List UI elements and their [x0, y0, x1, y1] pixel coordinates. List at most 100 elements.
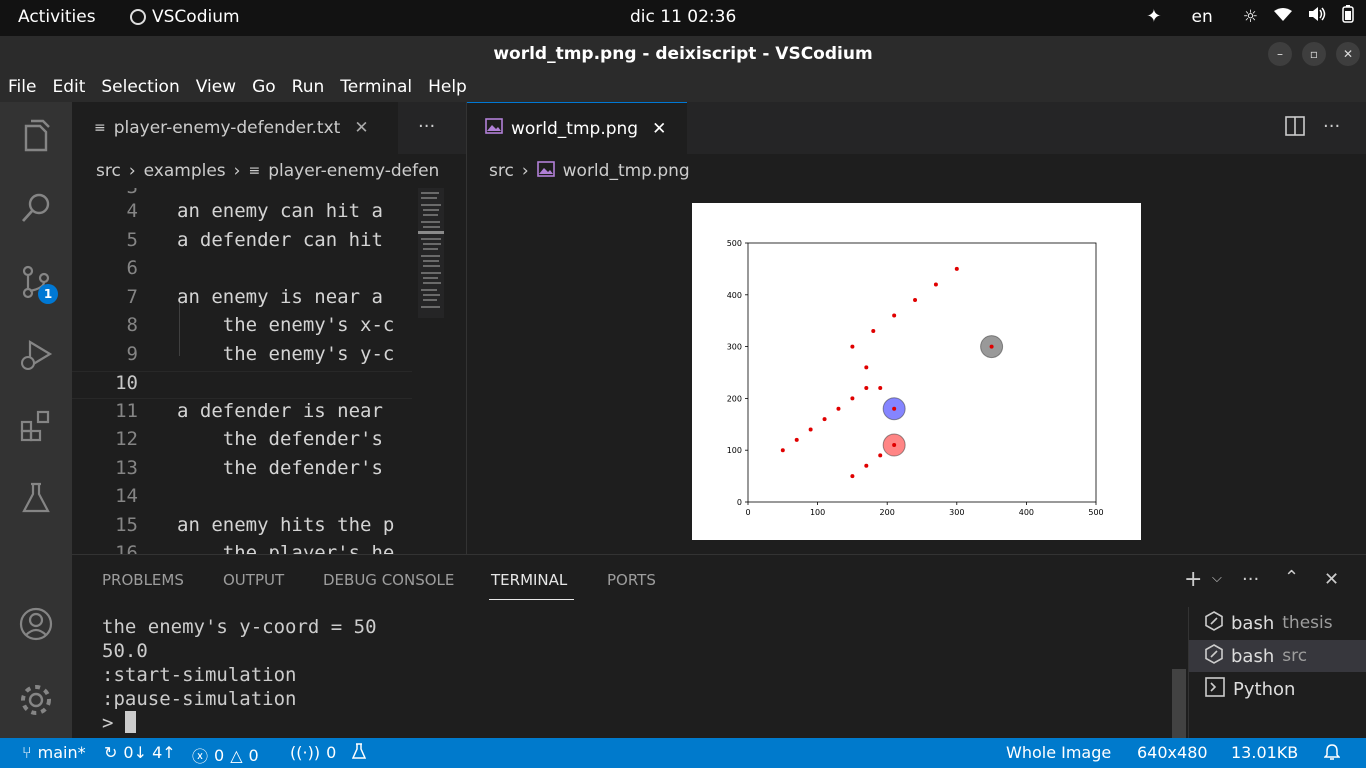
menu-selection[interactable]: Selection — [101, 77, 180, 97]
code-line-current: 10 — [72, 371, 412, 399]
new-terminal-icon[interactable]: + — [1184, 567, 1203, 592]
search-icon[interactable] — [18, 190, 54, 226]
run-debug-icon[interactable] — [18, 336, 54, 372]
activity-bar: 1 — [0, 102, 72, 738]
activities-button[interactable]: Activities — [18, 7, 96, 27]
x-tick-label: 0 — [745, 508, 750, 517]
more-actions-icon[interactable]: ··· — [418, 116, 436, 137]
chevron-down-icon[interactable]: ⌵ — [1212, 571, 1222, 586]
menu-file[interactable]: File — [8, 77, 37, 97]
menu-edit[interactable]: Edit — [52, 77, 86, 97]
crumb-file[interactable]: player-enemy-defen — [268, 161, 440, 181]
y-tick-label: 400 — [727, 291, 742, 300]
keyboard-layout[interactable]: en — [1191, 6, 1213, 27]
code-editor[interactable]: 3 4an enemy can hit a 5a defender can hi… — [72, 188, 412, 554]
tab-label: player-enemy-defender.txt — [113, 118, 341, 138]
tab-debug-console[interactable]: DEBUG CONSOLE — [323, 571, 455, 589]
tab-label: world_tmp.png — [511, 118, 639, 139]
app-menu[interactable]: VSCodium — [130, 7, 240, 27]
git-sync[interactable]: ↻ 0↓ 4↑ — [104, 743, 176, 762]
terminal-prompt-line: > — [102, 711, 377, 735]
minimize-button[interactable]: – — [1268, 42, 1292, 66]
crumb-file[interactable]: world_tmp.png — [562, 161, 690, 181]
code-line: 13 the defender's — [115, 457, 383, 479]
broadcast-icon: ((·)) — [290, 743, 321, 762]
scm-badge: 1 — [38, 284, 58, 304]
minimap[interactable] — [418, 188, 444, 318]
testing-status-icon[interactable] — [352, 743, 366, 759]
battery-icon[interactable] — [1342, 5, 1354, 28]
menu-view[interactable]: View — [195, 77, 237, 97]
close-tab-icon[interactable]: ✕ — [652, 118, 667, 139]
ports-count: 0 — [326, 743, 337, 762]
terminal-scrollbar[interactable] — [1172, 669, 1186, 739]
wifi-icon[interactable] — [1274, 7, 1292, 27]
data-point — [871, 329, 876, 334]
forwarded-ports[interactable]: ((·)) 0 — [290, 743, 336, 762]
tab-world-tmp-png[interactable]: world_tmp.png ✕ — [467, 102, 687, 154]
tab-output[interactable]: OUTPUT — [223, 571, 285, 589]
terminal-item-bash-thesis[interactable]: bash thesis — [1189, 607, 1366, 639]
menu-go[interactable]: Go — [252, 77, 276, 97]
accessibility-icon[interactable]: ✦ — [1146, 6, 1162, 27]
status-bar: ⑂ main* ↻ 0↓ 4↑ ⓧ 0 △ 0 ((·)) 0 Whole Im… — [0, 738, 1366, 768]
tab-problems[interactable]: PROBLEMS — [102, 571, 184, 589]
git-branch[interactable]: ⑂ main* — [22, 743, 86, 762]
tab-player-enemy-defender[interactable]: ≡ player-enemy-defender.txt ✕ — [72, 102, 398, 154]
explorer-icon[interactable] — [18, 118, 54, 154]
terminal-list: bash thesis bash src Python — [1188, 607, 1366, 739]
menu-run[interactable]: Run — [291, 77, 325, 97]
terminal-prompt-icon — [1205, 676, 1225, 702]
data-point — [864, 463, 869, 468]
data-point — [780, 448, 785, 453]
code-line: 12 the defender's — [115, 428, 383, 450]
account-icon[interactable] — [18, 606, 54, 642]
plot-axes-frame — [747, 242, 1097, 503]
crumb-src[interactable]: src — [489, 161, 514, 181]
notifications-bell-icon[interactable] — [1324, 743, 1340, 761]
data-point — [864, 386, 869, 391]
extensions-icon[interactable] — [18, 408, 54, 444]
more-actions-icon[interactable]: ··· — [1242, 569, 1260, 590]
indent-guide — [179, 300, 180, 356]
menu-terminal[interactable]: Terminal — [340, 77, 413, 97]
terminal-item-bash-src[interactable]: bash src — [1189, 640, 1366, 672]
tab-terminal[interactable]: TERMINAL — [491, 571, 568, 589]
split-editor-icon[interactable] — [1285, 116, 1305, 140]
clock[interactable]: dic 11 02:36 — [630, 7, 737, 27]
sync-icon: ↻ — [104, 743, 118, 762]
terminal-item-python[interactable]: Python — [1189, 673, 1366, 705]
terminal-output[interactable]: the enemy's y-coord = 50 50.0 :start-sim… — [102, 615, 377, 735]
window-titlebar: world_tmp.png - deixiscript - VSCodium –… — [0, 36, 1366, 72]
terminal-line: the enemy's y-coord = 50 — [102, 616, 377, 638]
brightness-icon[interactable]: ☼ — [1242, 6, 1258, 27]
image-view-mode[interactable]: Whole Image — [1006, 743, 1112, 762]
tab-ports[interactable]: PORTS — [607, 571, 656, 589]
menu-help[interactable]: Help — [428, 77, 467, 97]
close-window-button[interactable]: ✕ — [1336, 42, 1360, 66]
source-control-icon[interactable] — [18, 264, 54, 300]
close-tab-icon[interactable]: ✕ — [354, 118, 369, 138]
window-title: world_tmp.png - deixiscript - VSCodium — [493, 44, 873, 64]
crumb-src[interactable]: src — [96, 161, 121, 181]
terminal-line: :start-simulation — [102, 664, 297, 686]
close-panel-icon[interactable]: ✕ — [1324, 569, 1340, 590]
testing-icon[interactable] — [18, 480, 54, 516]
app-name: VSCodium — [152, 7, 240, 27]
branch-icon: ⑂ — [22, 743, 32, 762]
data-point — [822, 417, 827, 422]
maximize-panel-icon[interactable]: ⌃ — [1284, 567, 1300, 588]
more-actions-icon[interactable]: ··· — [1323, 116, 1341, 137]
error-count: 0 — [214, 745, 225, 765]
crumb-examples[interactable]: examples — [143, 161, 226, 181]
image-preview: 0 100 200 300 400 500 0 100 200 300 400 500 — [692, 203, 1141, 540]
maximize-button[interactable]: ▫ — [1302, 42, 1326, 66]
chevron-right-icon: › — [521, 161, 529, 181]
volume-icon[interactable] — [1308, 6, 1326, 27]
code-line: 3 — [72, 188, 412, 204]
data-point — [892, 443, 897, 448]
problems-summary[interactable]: ⓧ 0 △ 0 — [192, 743, 259, 767]
settings-gear-icon[interactable] — [18, 682, 54, 718]
image-file-icon — [536, 160, 555, 182]
system-tray[interactable]: ✦ en ☼ — [1146, 5, 1354, 28]
